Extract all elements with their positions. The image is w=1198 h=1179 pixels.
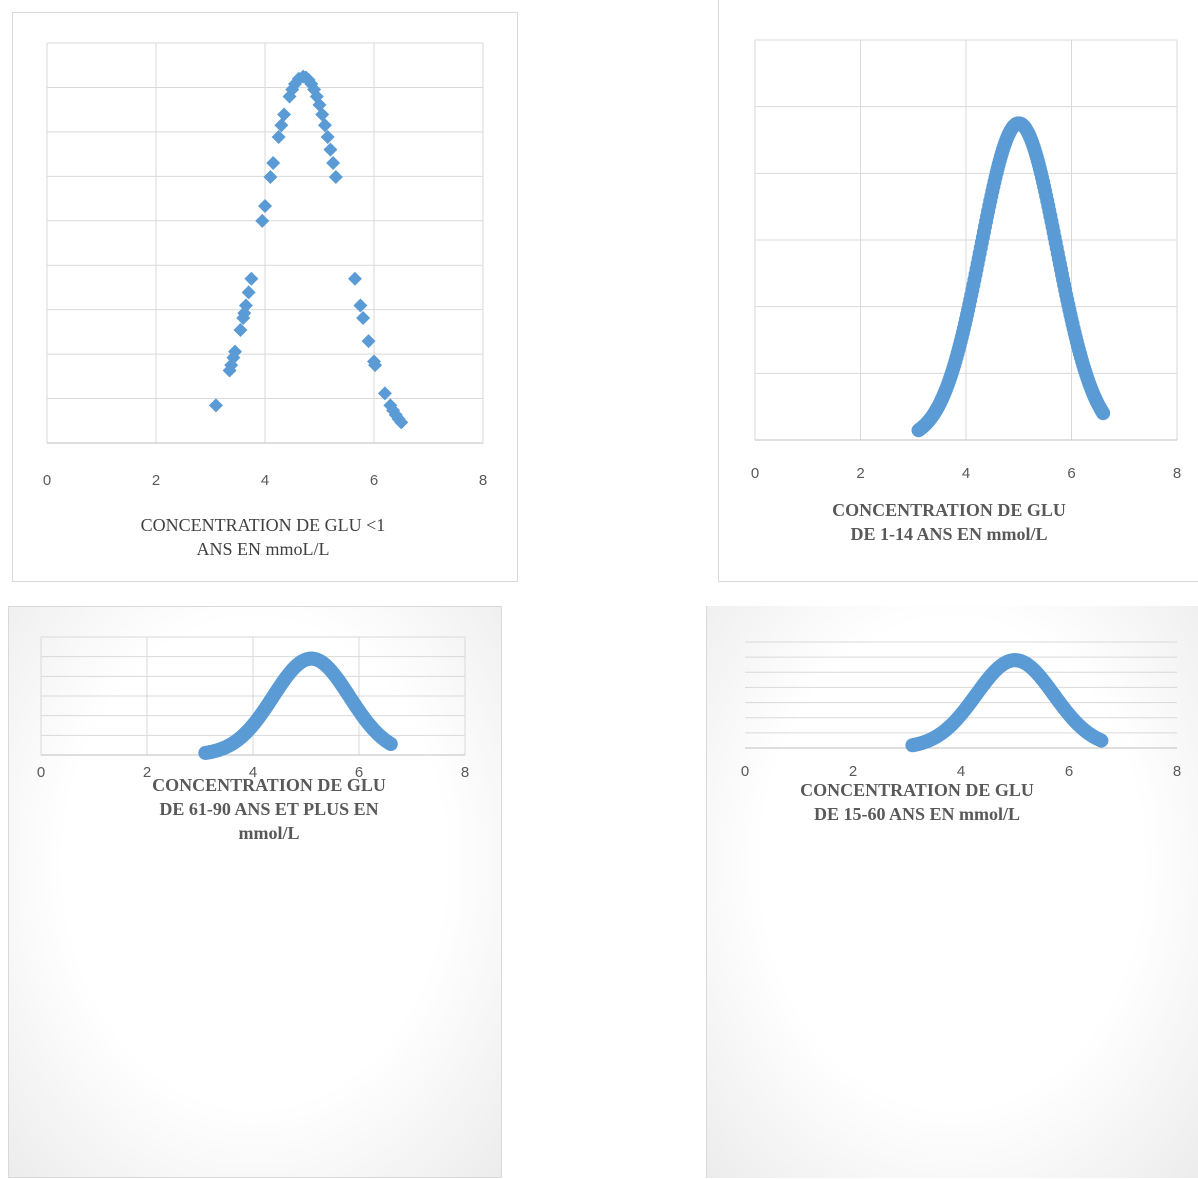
x-tick-label: 8	[461, 764, 469, 781]
data-point	[266, 156, 281, 171]
data-point	[1096, 406, 1111, 421]
data-point	[353, 298, 368, 313]
data-point	[326, 156, 341, 171]
data-point	[238, 298, 253, 313]
chart-glu-15-60: 0 2 4 6 8 CONCENTRATION DE GLU DE 15-60 ANS …	[706, 606, 1198, 1178]
x-tick-label: 6	[1065, 763, 1073, 780]
x-tick-label: 4	[957, 763, 965, 780]
x-tick-label: 6	[355, 764, 363, 781]
x-tick-label: 0	[741, 763, 749, 780]
data-point	[361, 334, 376, 349]
x-tick-label: 4	[249, 764, 257, 781]
x-tick-label: 8	[1173, 465, 1181, 482]
chart-glu-under-1-title: CONCENTRATION DE GLU <1 ANS EN mmoL/L	[43, 513, 483, 561]
data-point	[244, 271, 259, 286]
data-point	[241, 285, 256, 300]
x-tick-label: 4	[261, 472, 269, 489]
chart-glu-61-90-plot: 0 2 4 6 8	[37, 636, 469, 781]
chart-title-line: DE 1-14 ANS EN mmol/L	[850, 524, 1048, 544]
data-point	[208, 398, 223, 413]
chart-title-line: CONCENTRATION DE GLU	[152, 775, 386, 795]
data-point	[233, 322, 248, 337]
data-point	[347, 271, 362, 286]
data-point	[315, 107, 330, 122]
x-tick-label: 8	[1173, 763, 1181, 780]
chart-glu-1-14-title: CONCENTRATION DE GLU DE 1-14 ANS EN mmol…	[749, 498, 1149, 546]
x-tick-label: 0	[43, 472, 51, 489]
chart-glu-1-14: 0 2 4 6 8 CONCENTRATION DE GLU DE 1-14 ANS E…	[718, 0, 1198, 582]
data-point	[383, 736, 398, 751]
data-point	[271, 130, 286, 145]
data-point	[287, 76, 302, 91]
data-point	[323, 142, 338, 157]
data-point	[255, 213, 270, 228]
chart-glu-61-90-title: CONCENTRATION DE GLU DE 61-90 ANS ET PLU…	[69, 773, 469, 845]
chart-glu-under-1-plot: 0 2 4 6 8	[43, 42, 487, 489]
data-point	[328, 170, 343, 185]
data-point	[258, 199, 272, 214]
x-tick-label: 2	[849, 763, 857, 780]
data-point	[394, 415, 409, 430]
data-point	[368, 358, 383, 373]
x-tick-label: 6	[370, 472, 378, 489]
chart-title-line: DE 15-60 ANS EN mmol/L	[813, 804, 1020, 824]
data-point	[263, 170, 278, 185]
x-tick-label: 0	[751, 465, 759, 482]
chart-glu-under-1: 0 2 4 6 8 CONCENTRATION DE GLU <1 ANS EN mmo…	[12, 12, 518, 582]
x-tick-label: 2	[152, 472, 160, 489]
chart-title-line: mmol/L	[238, 823, 300, 843]
x-tick-label: 4	[962, 465, 970, 482]
data-point	[320, 130, 335, 145]
x-tick-label: 8	[479, 472, 487, 489]
x-tick-label: 2	[143, 764, 151, 781]
chart-glu-15-60-title: CONCENTRATION DE GLU DE 15-60 ANS EN mmo…	[767, 778, 1067, 826]
chart-title-line: CONCENTRATION DE GLU	[800, 780, 1034, 800]
chart-title-line: CONCENTRATION DE GLU	[832, 500, 1066, 520]
chart-title-line: DE 61-90 ANS ET PLUS EN	[159, 799, 379, 819]
chart-glu-15-60-plot: 0 2 4 6 8	[741, 641, 1181, 780]
data-point	[228, 344, 243, 359]
data-point	[274, 118, 289, 133]
chart-title-line: ANS EN mmoL/L	[196, 539, 330, 559]
data-point	[1094, 733, 1109, 748]
chart-title-line: CONCENTRATION DE GLU <1	[140, 515, 386, 535]
chart-glu-61-90: 0 2 4 6 8 CONCENTRATION DE GLU DE 61-90 ANS …	[8, 606, 502, 1178]
x-tick-label: 0	[37, 764, 45, 781]
data-point	[356, 311, 371, 326]
x-tick-label: 2	[856, 465, 864, 482]
x-tick-label: 6	[1067, 465, 1075, 482]
chart-glu-1-14-plot: 0 2 4 6 8	[751, 39, 1181, 482]
data-point	[317, 118, 332, 133]
data-point	[277, 107, 292, 122]
data-point	[377, 386, 392, 401]
